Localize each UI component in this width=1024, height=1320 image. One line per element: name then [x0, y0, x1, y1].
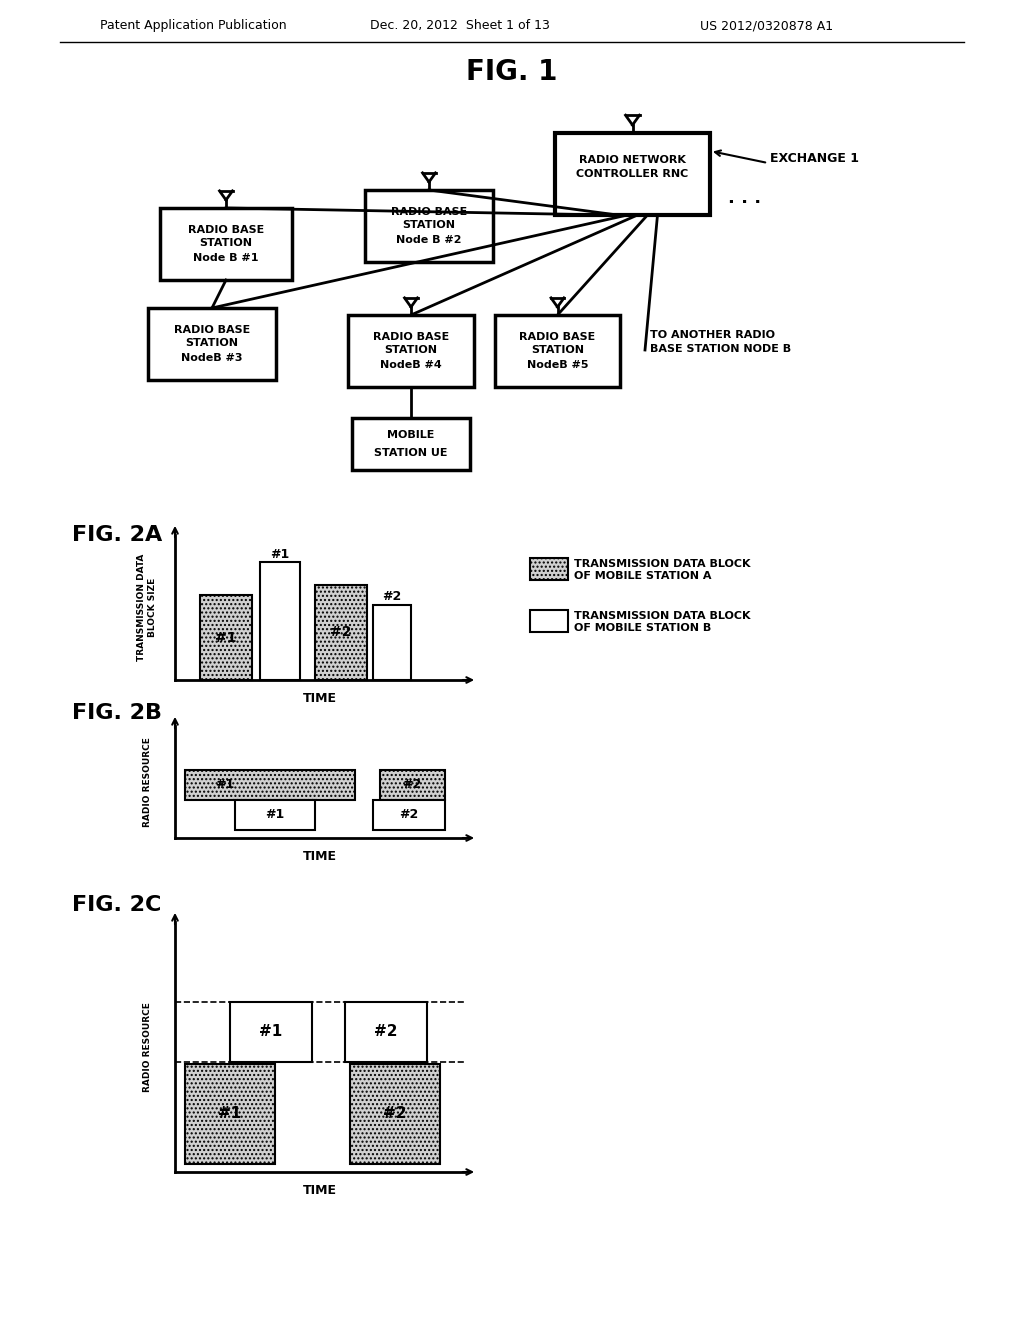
- Text: RADIO BASE: RADIO BASE: [519, 333, 596, 342]
- Text: #2: #2: [382, 590, 401, 603]
- Bar: [365, 190, 493, 261]
- Text: TRANSMISSION DATA BLOCK: TRANSMISSION DATA BLOCK: [574, 558, 751, 569]
- Text: #1: #1: [215, 631, 237, 644]
- Bar: [555, 133, 710, 215]
- Bar: [530, 610, 568, 632]
- Text: #2: #2: [383, 1106, 407, 1122]
- Text: #1: #1: [265, 808, 285, 821]
- Text: FIG. 2B: FIG. 2B: [72, 704, 162, 723]
- Text: #1: #1: [270, 548, 290, 561]
- Bar: [352, 418, 470, 470]
- Bar: [148, 308, 276, 380]
- Text: STATION: STATION: [185, 338, 239, 348]
- Text: OF MOBILE STATION A: OF MOBILE STATION A: [574, 572, 712, 581]
- Bar: [373, 605, 411, 680]
- Text: RADIO BASE: RADIO BASE: [174, 325, 250, 335]
- Text: TIME: TIME: [303, 692, 337, 705]
- Bar: [345, 1002, 427, 1063]
- Bar: [230, 1002, 312, 1063]
- Text: EXCHANGE 1: EXCHANGE 1: [770, 152, 859, 165]
- Text: RADIO RESOURCE: RADIO RESOURCE: [142, 1002, 152, 1092]
- Text: TRANSMISSION DATA BLOCK: TRANSMISSION DATA BLOCK: [574, 611, 751, 620]
- Text: MOBILE: MOBILE: [387, 430, 434, 440]
- Text: TO ANOTHER RADIO: TO ANOTHER RADIO: [650, 330, 775, 341]
- Text: . . .: . . .: [728, 189, 761, 207]
- Text: #2: #2: [399, 808, 419, 821]
- Text: NodeB #3: NodeB #3: [181, 352, 243, 363]
- Text: STATION: STATION: [384, 345, 437, 355]
- Text: #1: #1: [215, 779, 234, 792]
- Text: US 2012/0320878 A1: US 2012/0320878 A1: [700, 20, 834, 33]
- Text: Dec. 20, 2012  Sheet 1 of 13: Dec. 20, 2012 Sheet 1 of 13: [370, 20, 550, 33]
- Text: STATION: STATION: [402, 220, 456, 230]
- Text: RADIO BASE: RADIO BASE: [187, 224, 264, 235]
- Text: #2: #2: [374, 1024, 397, 1040]
- Bar: [530, 558, 568, 579]
- Text: FIG. 1: FIG. 1: [466, 58, 558, 86]
- Bar: [315, 585, 367, 680]
- Text: RADIO RESOURCE: RADIO RESOURCE: [142, 737, 152, 826]
- Text: TIME: TIME: [303, 1184, 337, 1196]
- Text: #2: #2: [331, 626, 352, 639]
- Text: TRANSMISSION DATA
BLOCK SIZE: TRANSMISSION DATA BLOCK SIZE: [137, 554, 157, 661]
- Bar: [373, 800, 445, 830]
- Bar: [260, 562, 300, 680]
- Text: STATION: STATION: [531, 345, 584, 355]
- Bar: [160, 209, 292, 280]
- Bar: [185, 770, 355, 800]
- Text: NodeB #4: NodeB #4: [380, 360, 442, 370]
- Bar: [380, 770, 445, 800]
- Text: STATION: STATION: [200, 238, 253, 248]
- Text: CONTROLLER RNC: CONTROLLER RNC: [577, 169, 688, 180]
- Text: #1: #1: [259, 1024, 283, 1040]
- Text: STATION UE: STATION UE: [374, 447, 447, 458]
- Bar: [185, 1064, 275, 1164]
- Text: OF MOBILE STATION B: OF MOBILE STATION B: [574, 623, 712, 634]
- Text: Node B #1: Node B #1: [194, 253, 259, 263]
- Text: #2: #2: [402, 779, 422, 792]
- Text: FIG. 2C: FIG. 2C: [72, 895, 162, 915]
- Text: RADIO BASE: RADIO BASE: [373, 333, 450, 342]
- Text: TIME: TIME: [303, 850, 337, 862]
- Text: RADIO BASE: RADIO BASE: [391, 207, 467, 216]
- Text: Patent Application Publication: Patent Application Publication: [100, 20, 287, 33]
- Text: FIG. 2A: FIG. 2A: [72, 525, 162, 545]
- Bar: [234, 800, 315, 830]
- Bar: [200, 595, 252, 680]
- Bar: [350, 1064, 440, 1164]
- Text: RADIO NETWORK: RADIO NETWORK: [579, 154, 686, 165]
- Text: Node B #2: Node B #2: [396, 235, 462, 246]
- Text: BASE STATION NODE B: BASE STATION NODE B: [650, 345, 792, 354]
- Text: NodeB #5: NodeB #5: [526, 360, 588, 370]
- Bar: [495, 315, 620, 387]
- Bar: [348, 315, 474, 387]
- Text: #1: #1: [218, 1106, 242, 1122]
